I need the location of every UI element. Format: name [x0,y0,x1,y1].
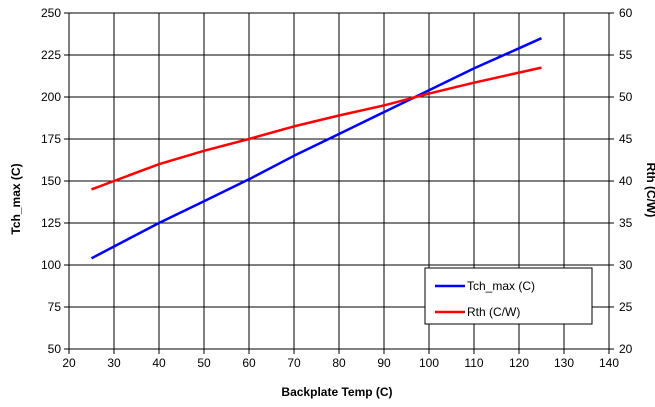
x-tick-label: 110 [464,356,483,370]
y-tick-label: 125 [41,216,61,230]
y-tick-label: 175 [41,132,61,146]
y2-tick-label: 50 [619,90,633,104]
x-tick-label: 90 [377,356,391,370]
y-tick-label: 75 [48,300,62,314]
y2-tick-label: 45 [619,132,633,146]
legend: Tch_max (C) Rth (C/W) [424,267,593,325]
y2-tick-label: 40 [619,174,633,188]
x-tick-label: 60 [242,356,256,370]
x-tick-label: 30 [107,356,121,370]
series-lines [90,37,543,260]
legend-label-0: Tch_max (C) [467,279,535,293]
x-axis-title: Backplate Temp (C) [281,385,392,399]
x-tick-label: 100 [419,356,439,370]
plot-frame [64,12,614,354]
x-tick-label: 40 [152,356,166,370]
tick-labels: 20 30 40 50 60 70 80 90 100 110 120 130 140 50 75 100 12… [41,6,633,370]
x-tick-label: 70 [287,356,301,370]
x-tick-label: 120 [509,356,529,370]
x-tick-label: 80 [332,356,346,370]
y2-tick-label: 25 [619,300,633,314]
y-tick-label: 250 [41,6,61,20]
y-axis-title: Tch_max (C) [9,163,23,234]
y2-tick-label: 30 [619,258,633,272]
x-tick-label: 20 [62,356,76,370]
y-tick-label: 200 [41,90,61,104]
series-line-1 [91,66,542,191]
x-tick-label: 50 [197,356,211,370]
y-tick-label: 100 [41,258,61,272]
y-tick-label: 50 [48,342,62,356]
y2-tick-label: 60 [619,6,633,20]
y2-tick-label: 20 [619,342,633,356]
plot-border [68,12,610,350]
y-tick-label: 225 [41,48,61,62]
y2-axis-title: Rth (C/W) [644,163,655,218]
x-tick-label: 140 [599,356,619,370]
legend-box [424,267,593,325]
y2-tick-label: 35 [619,216,633,230]
y-tick-label: 150 [41,174,61,188]
x-tick-label: 130 [554,356,574,370]
series-line-0 [90,37,543,260]
legend-label-1: Rth (C/W) [467,305,520,319]
y2-tick-label: 55 [619,48,633,62]
